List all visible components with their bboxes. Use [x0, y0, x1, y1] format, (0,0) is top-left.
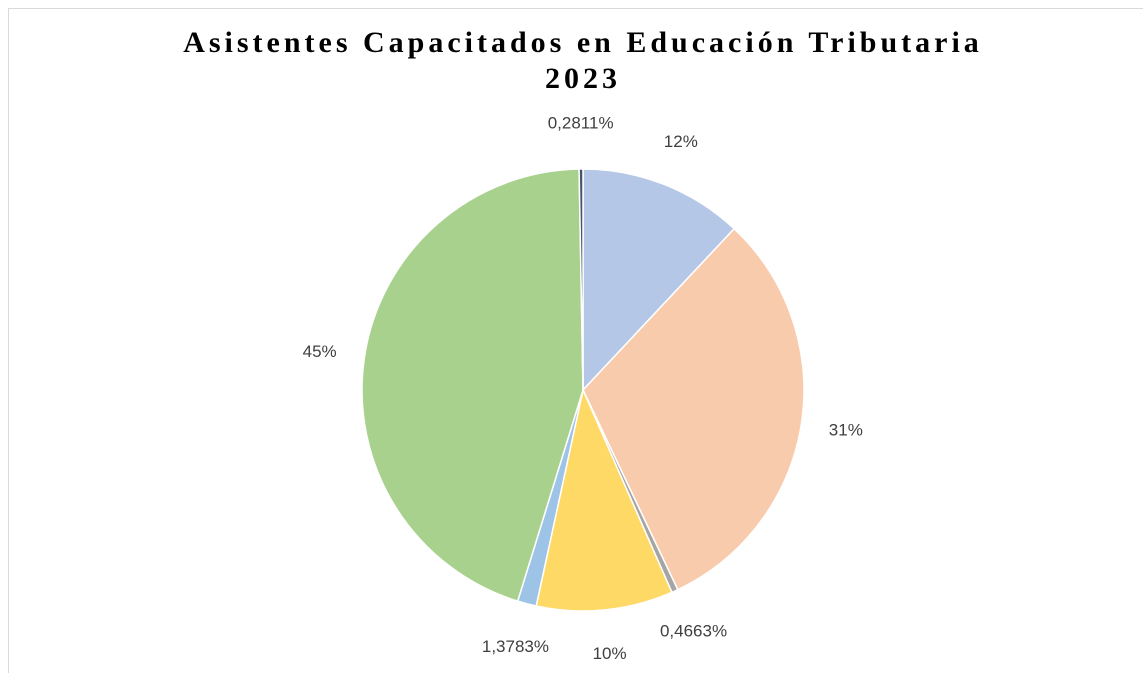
chart-subtitle: 2023: [545, 62, 621, 95]
pie-slice: [582, 168, 736, 392]
data-label: 0,2811%: [548, 113, 614, 132]
pie-slice: [535, 387, 673, 612]
data-label: 12%: [664, 132, 698, 151]
pie-slice: [578, 168, 584, 391]
data-label: 10%: [593, 644, 627, 663]
chart-title: Asistentes Capacitados en Educación Trib…: [183, 26, 983, 59]
pie-slice: [582, 227, 805, 591]
data-label: 0,4663%: [660, 621, 727, 640]
data-label: 1,3783%: [482, 637, 549, 656]
data-label: 45%: [303, 342, 337, 361]
pie-slice: [361, 168, 584, 603]
data-label: 31%: [829, 421, 863, 440]
